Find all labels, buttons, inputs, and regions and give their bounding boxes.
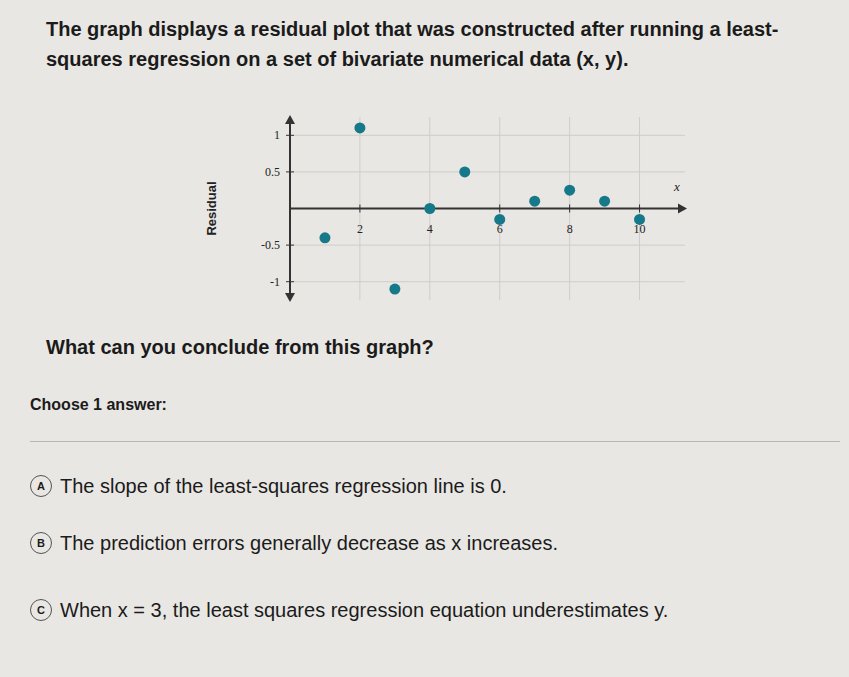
x-tick [359,205,360,213]
grid-line [569,117,570,300]
answer-option[interactable]: CWhen x = 3, the least squares regressio… [60,594,760,626]
option-text: The prediction errors generally decrease… [60,532,558,554]
residual-point [459,166,470,177]
points [319,122,645,294]
residual-point [634,214,645,225]
y-axis [289,117,291,300]
grid-line [499,117,500,300]
y-tick [286,171,294,172]
residual-point [564,185,575,196]
x-tick [639,205,640,213]
option-letter: C [30,599,52,621]
axis-arrow [285,115,295,124]
option-text: When x = 3, the least squares regression… [60,599,668,621]
grid-line [290,135,685,136]
residual-point [529,196,540,207]
y-tick-label: 1 [274,128,280,142]
x-tick-label: 2 [357,222,363,236]
grid-line [290,171,685,172]
x-tick [499,205,500,213]
grid-line [290,245,685,246]
axis-arrow [285,293,295,302]
residual-point [389,284,400,295]
residual-point [319,232,330,243]
x-axis [290,208,685,210]
grid-line [290,281,685,282]
y-tick-label: -1 [270,275,280,289]
residual-point [354,122,365,133]
residual-point [494,214,505,225]
y-tick [286,281,294,282]
answer-option[interactable]: BThe prediction errors generally decreas… [60,527,760,559]
grid-line [359,117,360,300]
y-tick [286,245,294,246]
question: What can you conclude from this graph? [46,336,434,359]
x-tick-label: 8 [567,222,573,236]
y-tick [286,135,294,136]
residual-point [599,196,610,207]
answer-option[interactable]: AThe slope of the least-squares regressi… [60,470,760,502]
x-axis-label: x [673,179,680,194]
prompt: Choose 1 answer: [30,396,167,414]
residual-plot: 246810-1-0.50.51xResidual [200,108,720,313]
x-tick [569,205,570,213]
option-text: The slope of the least-squares regressio… [60,475,507,497]
option-letter: A [30,475,52,497]
y-axis-label: Residual [204,181,219,235]
intro-text: The graph displays a residual plot that … [46,14,836,74]
separator [30,441,840,442]
y-tick-label: -0.5 [261,238,280,252]
residual-point [424,203,435,214]
option-letter: B [30,532,52,554]
axis-arrow [678,204,687,214]
y-tick-label: 0.5 [265,165,280,179]
grid-line [639,117,640,300]
x-tick-label: 4 [427,222,433,236]
